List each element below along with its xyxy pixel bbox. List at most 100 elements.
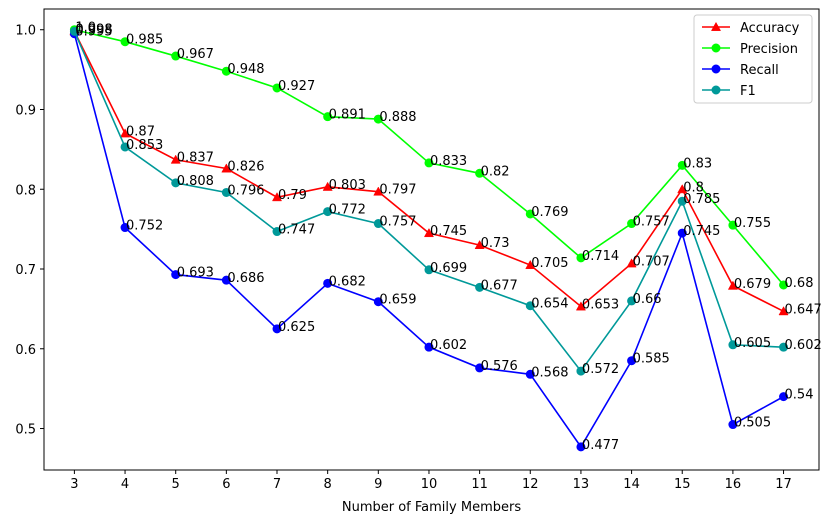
legend-swatch-marker (711, 64, 721, 74)
legend-label-recall: Recall (740, 63, 779, 78)
data-point-precision (373, 114, 383, 124)
data-label-precision: 0.769 (531, 205, 568, 220)
data-point-f1 (576, 366, 586, 376)
data-label-recall: 0.682 (329, 274, 366, 289)
data-point-f1 (373, 219, 383, 229)
x-tick-label: 8 (324, 477, 332, 492)
data-point-precision (171, 51, 181, 61)
legend-label-precision: Precision (740, 42, 798, 57)
data-point-accuracy (170, 154, 181, 164)
data-label-accuracy: 0.8 (683, 180, 704, 195)
x-tick-label: 10 (421, 477, 438, 492)
data-point-precision (323, 112, 333, 122)
x-tick-label: 17 (775, 477, 792, 492)
data-point-f1 (779, 342, 789, 352)
data-point-f1 (323, 207, 333, 217)
data-point-precision (779, 280, 789, 290)
y-tick-label: 0.9 (15, 103, 36, 118)
legend-swatch-marker (711, 43, 721, 53)
data-label-f1: 0.602 (785, 338, 822, 353)
data-point-precision (221, 66, 231, 76)
data-point-recall (576, 442, 586, 452)
data-label-precision: 0.68 (785, 276, 814, 291)
legend-box (693, 14, 813, 104)
y-tick-label: 0.6 (15, 343, 36, 358)
data-point-precision (424, 158, 434, 168)
data-point-precision (525, 209, 535, 219)
data-point-recall (120, 223, 130, 233)
data-label-accuracy: 0.826 (227, 160, 264, 175)
data-label-recall: 0.576 (481, 359, 518, 374)
plot-frame (43, 8, 820, 471)
data-label-f1: 0.757 (379, 215, 416, 230)
data-point-accuracy (626, 258, 637, 268)
data-point-f1 (69, 26, 79, 36)
legend-item-recall: Recall (702, 63, 779, 78)
series-recall (69, 29, 789, 452)
data-label-recall: 0.752 (126, 219, 163, 234)
series-accuracy (69, 26, 789, 316)
data-point-accuracy (474, 239, 485, 250)
data-point-f1 (677, 196, 687, 206)
data-label-accuracy: 0.745 (430, 224, 467, 239)
data-point-f1 (272, 227, 282, 237)
y-axis: 0.5 0.6 0.7 0.8 0.9 1.0 (15, 24, 44, 438)
x-tick-label: 14 (623, 477, 640, 492)
data-label-accuracy: 0.797 (379, 183, 416, 198)
data-label-f1: 0.772 (329, 203, 366, 218)
data-point-recall (475, 363, 485, 373)
data-point-accuracy (271, 192, 283, 202)
data-label-f1: 0.699 (430, 261, 467, 276)
x-tick-label: 9 (374, 477, 382, 492)
data-label-precision: 0.985 (126, 33, 163, 48)
data-label-precision: 0.927 (278, 79, 315, 94)
data-point-accuracy (778, 306, 789, 316)
data-label-accuracy: 0.837 (177, 151, 214, 166)
data-label-precision: 0.757 (633, 215, 670, 230)
legend-item-precision: Precision (702, 42, 798, 57)
data-point-accuracy (575, 301, 586, 311)
series-layer (69, 25, 789, 452)
x-tick-label: 7 (273, 477, 281, 492)
data-point-recall (171, 270, 181, 280)
x-axis-title: Number of Family Members (342, 500, 521, 515)
x-tick-label: 6 (222, 477, 230, 492)
data-label-precision: 0.948 (227, 62, 264, 77)
data-point-precision (475, 168, 485, 178)
data-label-accuracy: 0.679 (734, 277, 771, 292)
data-label-f1: 0.785 (683, 192, 720, 207)
x-tick-label: 13 (573, 477, 590, 492)
y-tick-label: 1.0 (15, 24, 36, 39)
data-label-recall: 0.625 (278, 320, 315, 335)
data-point-recall (221, 275, 231, 285)
data-labels-layer: 0.998 0.87 0.837 0.826 0.79 0.803 0.797 0.745 0.… (75, 21, 821, 453)
data-label-recall: 0.686 (227, 271, 264, 286)
x-tick-label: 16 (725, 477, 742, 492)
data-label-accuracy: 0.73 (481, 236, 510, 251)
data-label-accuracy: 0.803 (329, 178, 366, 193)
data-label-f1: 0.677 (481, 278, 518, 293)
series-line-f1 (73, 31, 784, 373)
data-label-f1: 0.747 (278, 223, 315, 238)
data-point-accuracy (120, 128, 131, 138)
data-point-precision (677, 160, 687, 170)
data-label-f1: 0.605 (734, 336, 771, 351)
data-label-accuracy: 0.998 (75, 22, 112, 37)
x-tick-label: 12 (522, 477, 539, 492)
data-label-f1: 0.853 (126, 138, 163, 153)
data-label-precision: 0.83 (683, 156, 712, 171)
data-label-accuracy: 0.647 (785, 302, 822, 317)
data-point-recall (323, 278, 333, 288)
data-label-recall: 0.585 (633, 352, 670, 367)
x-tick-label: 15 (674, 477, 691, 492)
data-label-precision: 1.0 (75, 21, 96, 36)
data-label-recall: 0.477 (582, 438, 619, 453)
x-tick-label: 4 (121, 477, 129, 492)
data-label-precision: 0.967 (177, 47, 214, 62)
legend-swatch-marker (710, 21, 722, 31)
y-tick-label: 0.5 (15, 423, 36, 438)
data-point-f1 (728, 340, 738, 350)
data-label-accuracy: 0.705 (531, 256, 568, 271)
data-label-accuracy: 0.707 (633, 254, 670, 269)
